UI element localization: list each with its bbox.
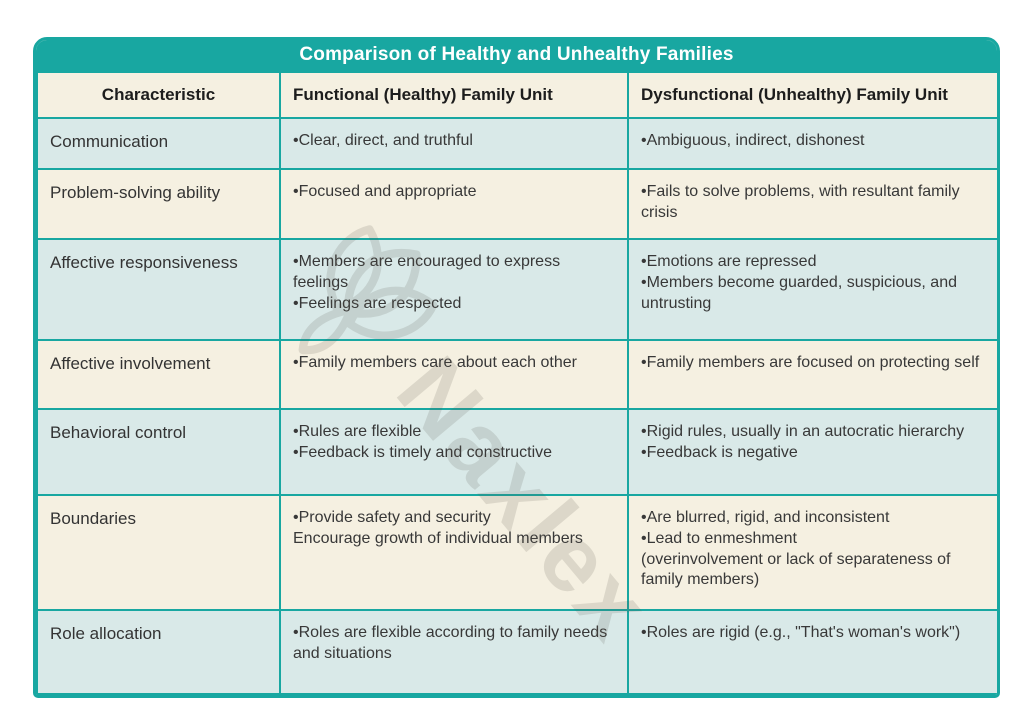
bullet-line: •Members become guarded, suspicious, and… (641, 273, 957, 312)
column-header-dysfunctional: Dysfunctional (Unhealthy) Family Unit (627, 71, 997, 119)
table-row: Affective involvement •Family members car… (36, 339, 997, 410)
table-row: Role allocation •Roles are flexible accor… (36, 609, 997, 695)
functional-cell: •Rules are flexible •Feedback is timely a… (279, 408, 629, 496)
functional-cell: •Roles are flexible according to family … (279, 609, 629, 695)
bullet-line: •Rules are flexible (293, 423, 422, 440)
table-row: Affective responsiveness •Members are enc… (36, 238, 997, 341)
table-title: Comparison of Healthy and Unhealthy Fami… (36, 40, 997, 71)
dysfunctional-cell: •Emotions are repressed •Members become g… (627, 238, 997, 341)
column-header-functional: Functional (Healthy) Family Unit (279, 71, 629, 119)
bullet-line: Encourage growth of individual members (293, 529, 583, 547)
bullet-line: •Focused and appropriate (293, 183, 477, 200)
characteristic-cell: Communication (36, 117, 281, 170)
bullet-line: •Fails to solve problems, with resultant… (641, 183, 960, 221)
bullet-line: •Family members are focused on protectin… (641, 354, 980, 371)
dysfunctional-cell: •Ambiguous, indirect, dishonest (627, 117, 997, 170)
bullet-line: •Provide safety and security (293, 509, 491, 526)
comparison-table: Characteristic Functional (Healthy) Fami… (36, 71, 997, 695)
characteristic-cell: Affective involvement (36, 339, 281, 410)
bullet-line: •Rigid rules, usually in an autocratic h… (641, 423, 965, 440)
header-row: Characteristic Functional (Healthy) Fami… (36, 71, 997, 119)
characteristic-cell: Affective responsiveness (36, 238, 281, 341)
dysfunctional-cell: •Family members are focused on protectin… (627, 339, 997, 410)
table-row: Behavioral control •Rules are flexible •Fe… (36, 408, 997, 496)
bullet-line: •Roles are flexible according to family … (293, 624, 608, 662)
table-body: Communication •Clear, direct, and truthfu… (36, 117, 997, 695)
bullet-line: •Feedback is timely and constructive (293, 443, 553, 461)
bullet-line: •Members are encouraged to express feeli… (293, 253, 561, 291)
bullet-line: •Ambiguous, indirect, dishonest (641, 132, 865, 149)
table-row: Boundaries •Provide safety and security En… (36, 494, 997, 611)
bullet-line: •Lead to enmeshment (641, 529, 797, 547)
column-header-characteristic: Characteristic (36, 71, 281, 119)
characteristic-cell: Boundaries (36, 494, 281, 611)
functional-cell: •Focused and appropriate (279, 168, 629, 240)
bullet-line: •Emotions are repressed (641, 253, 817, 270)
bullet-line: (overinvolvement or lack of separateness… (641, 550, 951, 589)
characteristic-cell: Role allocation (36, 609, 281, 695)
dysfunctional-cell: •Fails to solve problems, with resultant… (627, 168, 997, 240)
functional-cell: •Provide safety and security Encourage gr… (279, 494, 629, 611)
bullet-line: •Feelings are respected (293, 294, 462, 312)
functional-cell: •Clear, direct, and truthful (279, 117, 629, 170)
bullet-line: •Are blurred, rigid, and inconsistent (641, 509, 890, 526)
dysfunctional-cell: •Are blurred, rigid, and inconsistent •Le… (627, 494, 997, 611)
bullet-line: •Clear, direct, and truthful (293, 132, 473, 149)
bullet-line: •Feedback is negative (641, 443, 798, 461)
functional-cell: •Family members care about each other (279, 339, 629, 410)
bullet-line: •Roles are rigid (e.g., "That's woman's … (641, 624, 961, 641)
bullet-line: •Family members care about each other (293, 354, 577, 371)
dysfunctional-cell: •Rigid rules, usually in an autocratic h… (627, 408, 997, 496)
table-row: Communication •Clear, direct, and truthfu… (36, 117, 997, 170)
characteristic-cell: Behavioral control (36, 408, 281, 496)
characteristic-cell: Problem-solving ability (36, 168, 281, 240)
dysfunctional-cell: •Roles are rigid (e.g., "That's woman's … (627, 609, 997, 695)
comparison-table-card: Comparison of Healthy and Unhealthy Fami… (33, 37, 1000, 698)
table-row: Problem-solving ability •Focused and appr… (36, 168, 997, 240)
functional-cell: •Members are encouraged to express feeli… (279, 238, 629, 341)
